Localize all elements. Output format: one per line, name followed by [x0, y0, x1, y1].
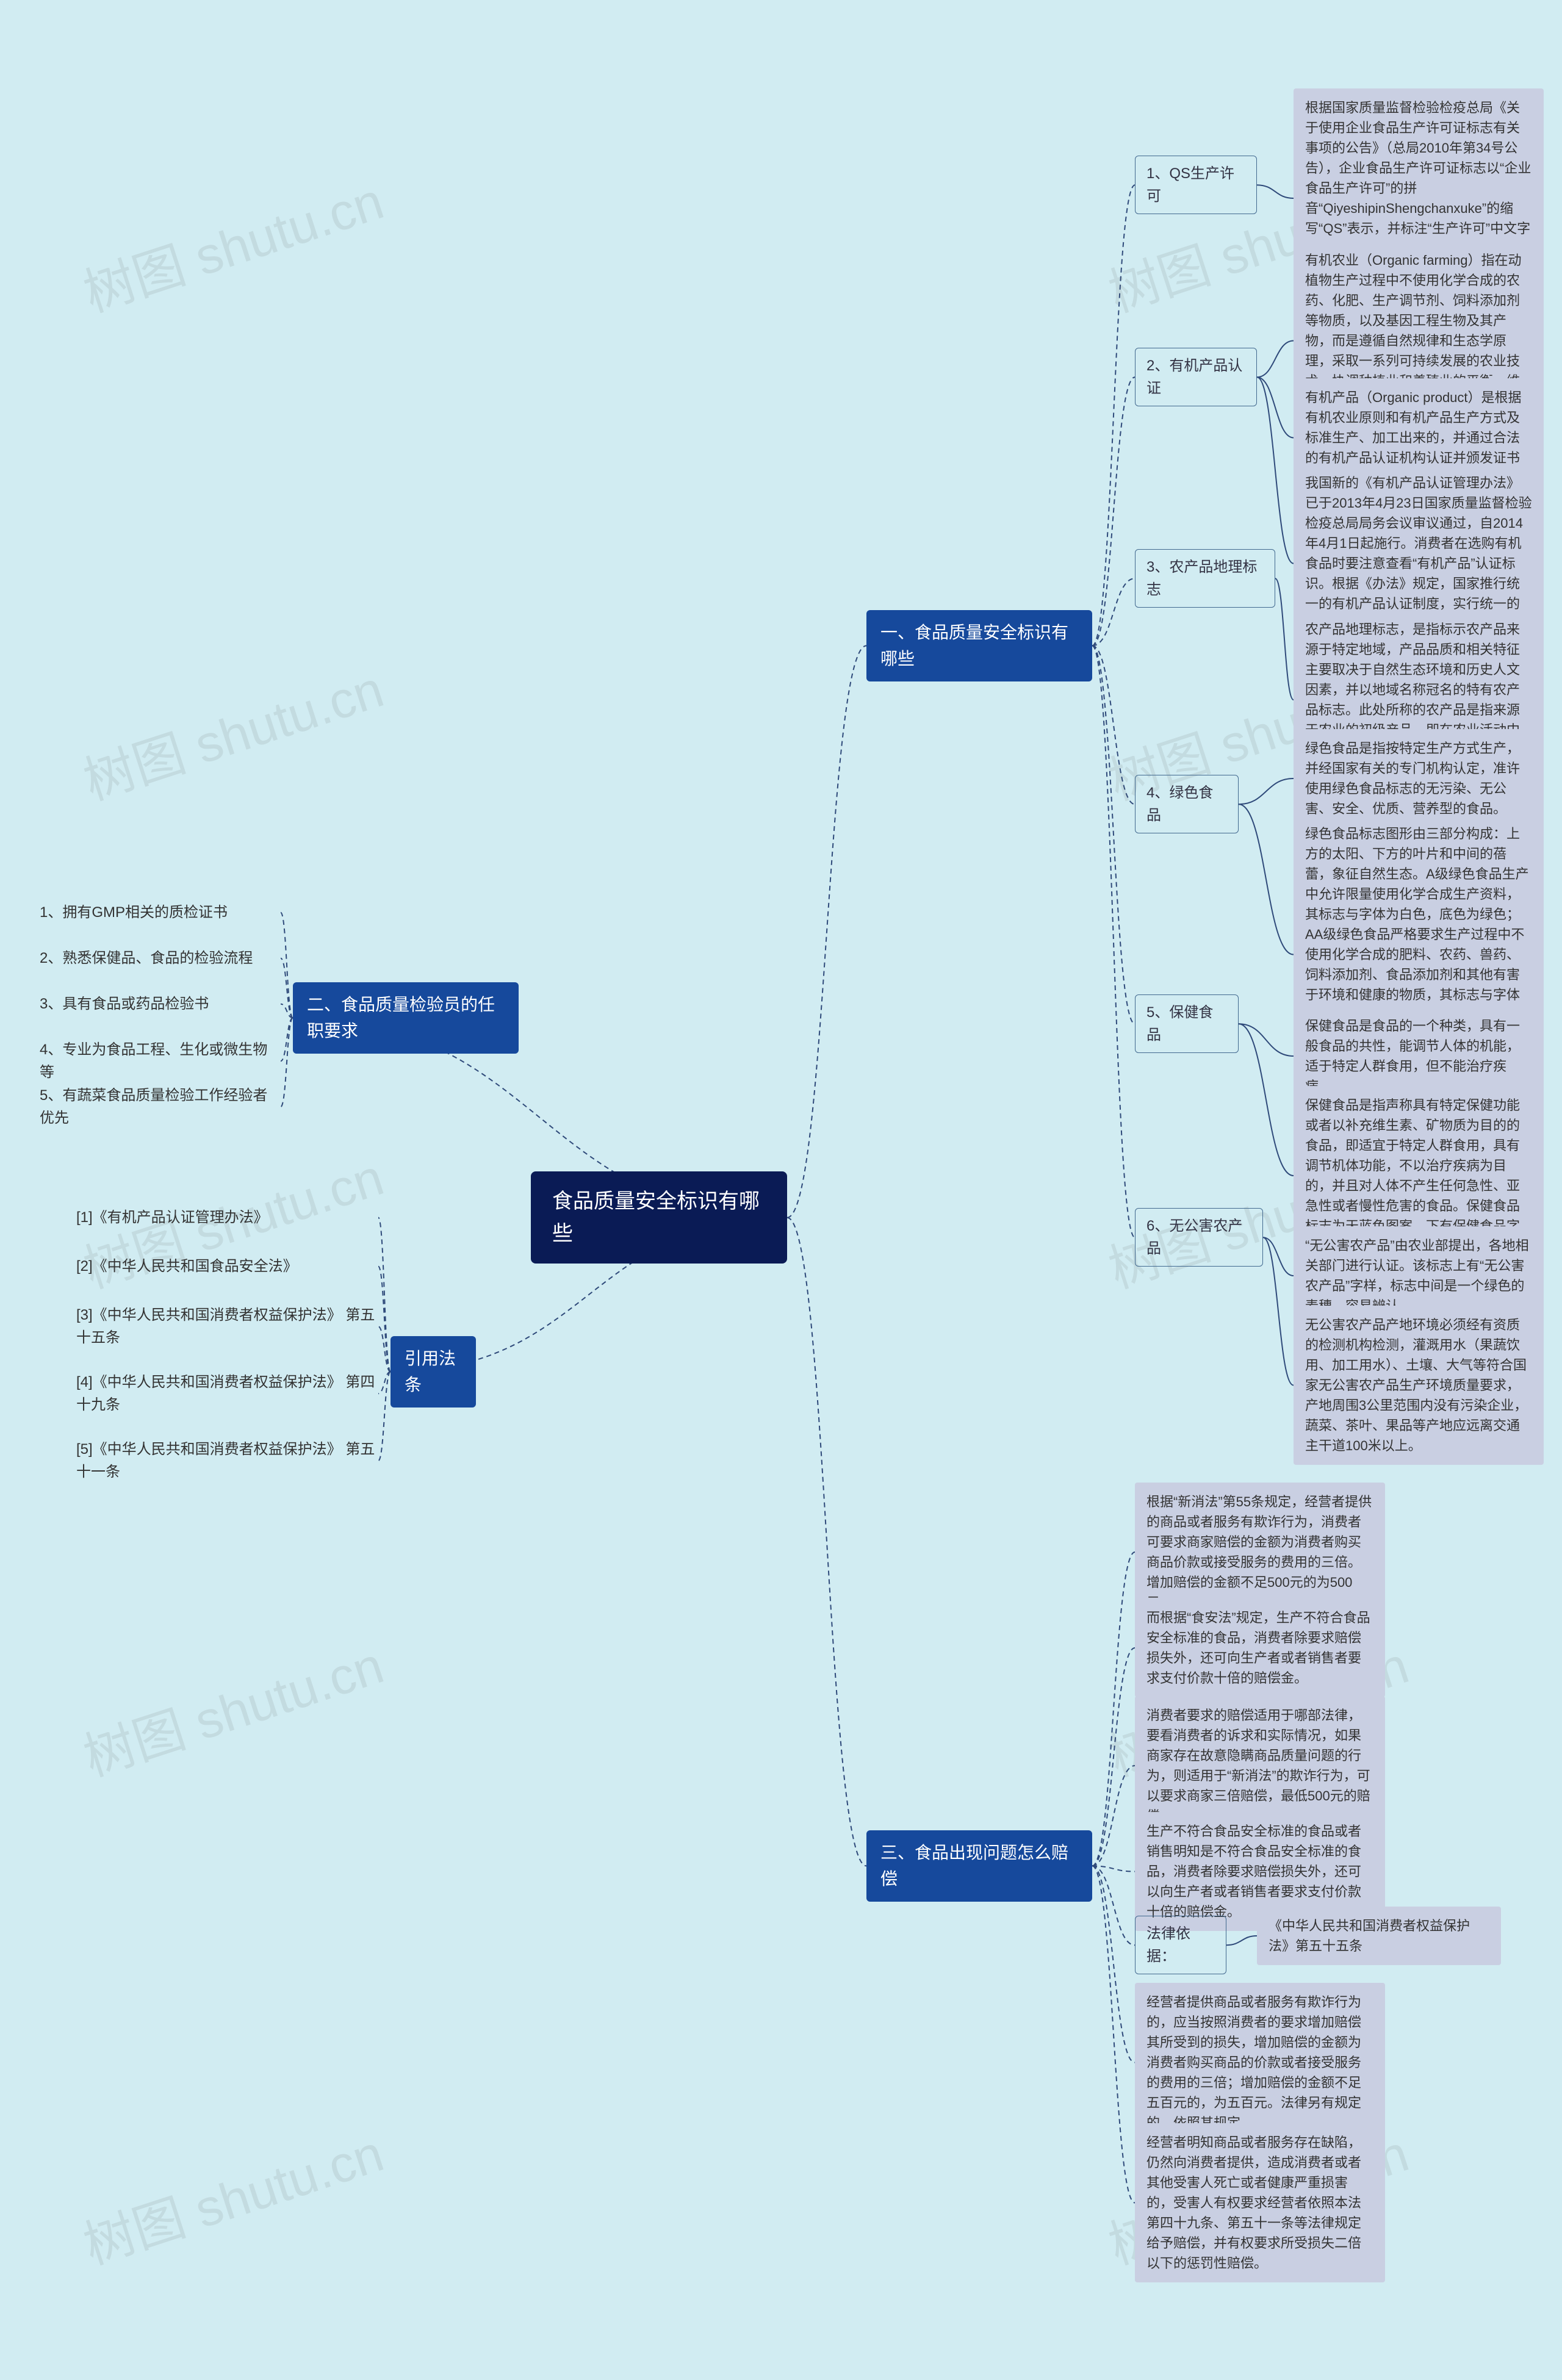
edge-root-cat3 — [787, 1218, 866, 1866]
edge-cat2-p1 — [281, 913, 293, 1018]
node-c2: 而根据“食安法”规定，生产不符合食品安全标准的食品，消费者除要求赔偿损失外，还可… — [1135, 1598, 1385, 1697]
edge-catL-q3 — [378, 1326, 390, 1372]
node-cat1: 一、食品质量安全标识有哪些 — [866, 610, 1092, 681]
edge-cat1-s1 — [1092, 185, 1135, 645]
edge-s5-l5a — [1239, 1024, 1294, 1056]
edge-cat1-s5 — [1092, 645, 1135, 1024]
node-q3: [3]《中华人民共和国消费者权益保护法》 第五十五条 — [73, 1300, 378, 1353]
node-p2: 2、熟悉保健品、食品的检验流程 — [37, 943, 281, 974]
watermark: 树图 shutu.cn — [73, 2113, 391, 2279]
edge-s1-l1a — [1257, 185, 1294, 198]
node-root: 食品质量安全标识有哪些 — [531, 1171, 787, 1264]
edge-catL-q5 — [378, 1372, 390, 1461]
edge-cat1-s6 — [1092, 645, 1135, 1237]
node-s2: 2、有机产品认证 — [1135, 348, 1257, 406]
node-p5: 5、有蔬菜食品质量检验工作经验者优先 — [37, 1080, 281, 1134]
watermark: 树图 shutu.cn — [73, 1625, 391, 1791]
node-p3: 3、具有食品或药品检验书 — [37, 988, 281, 1019]
edge-catL-q2 — [378, 1267, 390, 1372]
edge-s4-l4a — [1239, 778, 1294, 804]
edge-s2-l2a — [1257, 341, 1294, 378]
node-c6: 经营者提供商品或者服务有欺诈行为的，应当按照消费者的要求增加赔偿其所受到的损失，… — [1135, 1983, 1385, 2142]
edge-cat1-s2 — [1092, 377, 1135, 645]
node-s4: 4、绿色食品 — [1135, 775, 1239, 833]
edge-s6-l6b — [1263, 1237, 1294, 1385]
edge-cat1-s3 — [1092, 578, 1135, 645]
edge-cat2-p5 — [281, 1018, 293, 1107]
edge-cat3-c4 — [1092, 1866, 1135, 1871]
edge-cat2-p4 — [281, 1018, 293, 1061]
node-cat3: 三、食品出现问题怎么赔偿 — [866, 1830, 1092, 1902]
watermark: 树图 shutu.cn — [73, 160, 391, 326]
node-q1: [1]《有机产品认证管理办法》 — [73, 1202, 378, 1233]
edge-cat2-p3 — [281, 1004, 293, 1018]
node-l6b: 无公害农产品产地环境必须经有资质的检测机构检测，灌溉用水（果蔬饮用、加工用水）、… — [1294, 1306, 1544, 1465]
edge-catL-q1 — [378, 1218, 390, 1372]
edge-cat3-c1 — [1092, 1552, 1135, 1866]
node-p1: 1、拥有GMP相关的质检证书 — [37, 897, 281, 928]
edge-s2-l2c — [1257, 377, 1294, 563]
edge-cat1-s4 — [1092, 645, 1135, 804]
node-s3: 3、农产品地理标志 — [1135, 549, 1275, 608]
node-catL: 引用法条 — [390, 1336, 476, 1408]
edge-cat3-c3 — [1092, 1766, 1135, 1866]
node-q5: [5]《中华人民共和国消费者权益保护法》 第五十一条 — [73, 1434, 378, 1487]
node-cat2: 二、食品质量检验员的任职要求 — [293, 982, 519, 1054]
edge-cat3-c6 — [1092, 1866, 1135, 2062]
node-q4: [4]《中华人民共和国消费者权益保护法》 第四十九条 — [73, 1367, 378, 1420]
watermark: 树图 shutu.cn — [73, 649, 391, 814]
mindmap-canvas: 树图 shutu.cn 树图 shutu.cn 树图 shutu.cn 树图 shut… — [0, 0, 1562, 2380]
edge-root-cat1 — [787, 645, 866, 1217]
edge-s3-l3a — [1275, 578, 1294, 700]
node-c7: 经营者明知商品或者服务存在缺陷，仍然向消费者提供，造成消费者或者其他受害人死亡或… — [1135, 2123, 1385, 2282]
node-l4a: 绿色食品是指按特定生产方式生产，并经国家有关的专门机构认定，准许使用绿色食品标志… — [1294, 729, 1544, 828]
edge-s5-l5b — [1239, 1024, 1294, 1176]
edge-catL-q4 — [378, 1372, 390, 1393]
edge-s4-l4b — [1239, 804, 1294, 954]
edge-c5-c5a — [1226, 1936, 1257, 1945]
node-s6: 6、无公害农产品 — [1135, 1208, 1263, 1267]
edge-cat3-c2 — [1092, 1648, 1135, 1866]
node-s1: 1、QS生产许可 — [1135, 156, 1257, 214]
node-q2: [2]《中华人民共和国食品安全法》 — [73, 1251, 378, 1282]
node-c5: 法律依据： — [1135, 1916, 1226, 1974]
edge-s6-l6a — [1263, 1237, 1294, 1276]
node-c5a: 《中华人民共和国消费者权益保护法》第五十五条 — [1257, 1907, 1501, 1965]
edge-s2-l2b — [1257, 377, 1294, 437]
edge-cat3-c7 — [1092, 1866, 1135, 2202]
edge-cat3-c5 — [1092, 1866, 1135, 1945]
edge-cat2-p2 — [281, 958, 293, 1018]
node-s5: 5、保健食品 — [1135, 994, 1239, 1053]
